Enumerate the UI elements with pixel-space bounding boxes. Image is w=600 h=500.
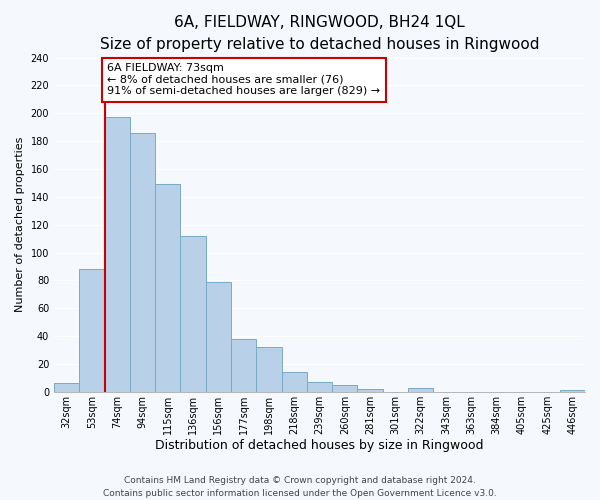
X-axis label: Distribution of detached houses by size in Ringwood: Distribution of detached houses by size … (155, 440, 484, 452)
Bar (181, 236, 206, 392)
Bar (256, 347, 281, 392)
Bar (231, 339, 256, 392)
Bar (54, 384, 79, 392)
Bar (206, 282, 231, 392)
Bar (332, 385, 358, 392)
Y-axis label: Number of detached properties: Number of detached properties (15, 137, 25, 312)
Bar (155, 184, 181, 392)
Bar (104, 118, 130, 392)
Text: Contains HM Land Registry data © Crown copyright and database right 2024.
Contai: Contains HM Land Registry data © Crown c… (103, 476, 497, 498)
Text: 6A FIELDWAY: 73sqm
← 8% of detached houses are smaller (76)
91% of semi-detached: 6A FIELDWAY: 73sqm ← 8% of detached hous… (107, 63, 380, 96)
Title: 6A, FIELDWAY, RINGWOOD, BH24 1QL
Size of property relative to detached houses in: 6A, FIELDWAY, RINGWOOD, BH24 1QL Size of… (100, 15, 539, 52)
Bar (130, 132, 155, 392)
Bar (307, 382, 332, 392)
Bar (281, 372, 307, 392)
Bar (408, 388, 433, 392)
Bar (358, 389, 383, 392)
Bar (79, 269, 104, 392)
Bar (560, 390, 585, 392)
